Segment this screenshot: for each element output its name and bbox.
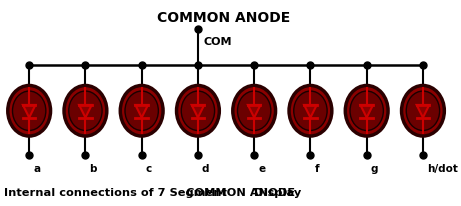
- Ellipse shape: [181, 92, 215, 131]
- Text: COMMON ANODE: COMMON ANODE: [157, 11, 290, 25]
- Polygon shape: [192, 105, 204, 118]
- Ellipse shape: [294, 92, 327, 131]
- Ellipse shape: [406, 92, 440, 131]
- Ellipse shape: [120, 86, 163, 136]
- Polygon shape: [304, 105, 317, 118]
- Text: d: d: [202, 164, 209, 173]
- Text: Display: Display: [250, 187, 301, 198]
- Ellipse shape: [233, 86, 276, 136]
- Text: Internal connections of 7 Segment: Internal connections of 7 Segment: [4, 187, 231, 198]
- Ellipse shape: [350, 92, 384, 131]
- Ellipse shape: [237, 92, 271, 131]
- Polygon shape: [79, 105, 92, 118]
- Ellipse shape: [64, 86, 107, 136]
- Ellipse shape: [289, 86, 332, 136]
- Text: COMMON ANODE: COMMON ANODE: [186, 187, 295, 198]
- Polygon shape: [248, 105, 260, 118]
- Text: e: e: [258, 164, 265, 173]
- Ellipse shape: [69, 92, 102, 131]
- Polygon shape: [136, 105, 148, 118]
- Ellipse shape: [12, 92, 46, 131]
- Polygon shape: [417, 105, 429, 118]
- Ellipse shape: [402, 86, 444, 136]
- Ellipse shape: [177, 86, 219, 136]
- Text: a: a: [33, 164, 40, 173]
- Polygon shape: [361, 105, 373, 118]
- Text: g: g: [371, 164, 378, 173]
- Ellipse shape: [345, 86, 388, 136]
- Text: COM: COM: [204, 37, 232, 47]
- Text: f: f: [314, 164, 319, 173]
- Text: c: c: [146, 164, 152, 173]
- Text: h/dot: h/dot: [427, 164, 458, 173]
- Polygon shape: [23, 105, 35, 118]
- Text: b: b: [89, 164, 97, 173]
- Ellipse shape: [125, 92, 159, 131]
- Ellipse shape: [8, 86, 51, 136]
